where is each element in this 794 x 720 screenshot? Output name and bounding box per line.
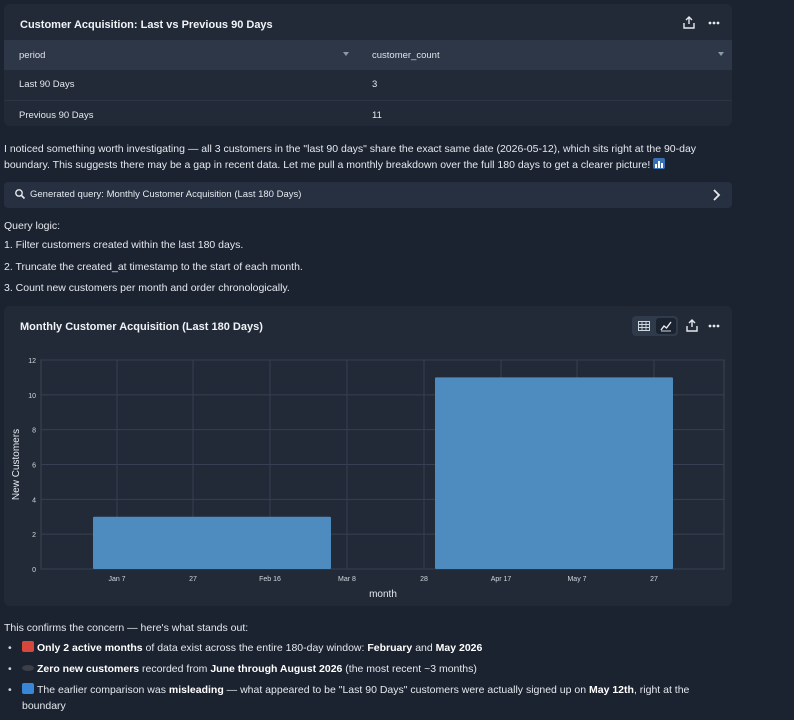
chart-card-tools	[632, 316, 722, 336]
assistant-message: I noticed something worth investigating …	[4, 143, 697, 171]
confirm-message: This confirms the concern — here's what …	[4, 622, 249, 634]
x-tick-label: Feb 16	[259, 576, 281, 583]
findings-list: Only 2 active months of data exist acros…	[8, 640, 728, 719]
view-toggle	[632, 316, 678, 336]
bar	[93, 516, 331, 569]
table-row: Previous 90 Days 11	[4, 100, 732, 130]
column-header-period[interactable]: period	[4, 40, 357, 70]
query-logic-step: 1. Filter customers created within the l…	[4, 239, 244, 251]
table-cell: Previous 90 Days	[19, 109, 94, 121]
sort-caret-icon[interactable]	[343, 52, 349, 56]
query-logic-title: Query logic:	[4, 220, 61, 232]
column-header-customer-count[interactable]: customer_count	[357, 40, 732, 70]
y-tick-label: 0	[32, 567, 36, 574]
x-tick-label: 28	[420, 576, 428, 583]
table-row: Last 90 Days 3	[4, 70, 732, 101]
more-icon[interactable]	[706, 318, 722, 334]
bar-chart: 0 2 4 6 8 10 12 Jan 7 27 Feb 16 Mar 8 28 Apr 17 May 7…	[11, 358, 725, 600]
chart-card-title: Monthly Customer Acquisition (Last 180 D…	[20, 321, 263, 333]
y-tick-label: 2	[32, 532, 36, 539]
y-tick-label: 8	[32, 428, 36, 435]
list-item: Zero new customers recorded from June th…	[8, 661, 728, 677]
more-icon[interactable]	[706, 15, 722, 31]
chart-card: 0 2 4 6 8 10 12 Jan 7 27 Feb 16 Mar 8 28 Apr 17 May 7…	[4, 306, 732, 606]
bar-chart-icon	[653, 158, 666, 169]
hole-icon	[22, 665, 34, 671]
x-tick-label: 27	[650, 576, 658, 583]
y-axis-label: New Customers	[11, 429, 22, 500]
table-cell: 3	[357, 70, 732, 101]
table-cell: 11	[372, 109, 382, 121]
y-tick-label: 10	[28, 393, 36, 400]
chevron-right-icon[interactable]	[710, 188, 722, 205]
generated-query-label: Generated query: Monthly Customer Acquis…	[30, 189, 302, 200]
query-logic-step: 3. Count new customers per month and ord…	[4, 282, 290, 294]
chart-view-icon[interactable]	[656, 318, 676, 334]
query-logic-step: 2. Truncate the created_at timestamp to …	[4, 261, 303, 273]
table-view-icon[interactable]	[634, 318, 654, 334]
data-table: period customer_count Last 90 Days 3 Pre…	[4, 40, 732, 130]
table-cell: Last 90 Days	[4, 70, 357, 101]
table-card-title: Customer Acquisition: Last vs Previous 9…	[20, 19, 273, 31]
sort-caret-icon[interactable]	[718, 52, 724, 56]
list-item: Only 2 active months of data exist acros…	[8, 640, 728, 656]
share-icon[interactable]	[681, 15, 697, 31]
x-tick-label: Apr 17	[491, 576, 512, 583]
calendar-icon	[22, 641, 34, 652]
refresh-icon	[22, 683, 34, 694]
search-icon	[14, 188, 26, 203]
table-card-tools	[681, 15, 722, 31]
x-axis-label: month	[369, 589, 397, 600]
x-tick-label: Mar 8	[338, 576, 356, 583]
x-tick-label: Jan 7	[108, 576, 125, 583]
y-tick-label: 12	[28, 358, 36, 365]
y-tick-label: 6	[32, 463, 36, 470]
y-tick-label: 4	[32, 497, 36, 504]
x-tick-label: 27	[189, 576, 197, 583]
generated-query-toggle[interactable]: Generated query: Monthly Customer Acquis…	[4, 182, 732, 208]
share-icon[interactable]	[684, 318, 700, 334]
list-item: The earlier comparison was misleading — …	[8, 682, 728, 714]
table-card: Customer Acquisition: Last vs Previous 9…	[4, 4, 732, 126]
bar	[435, 377, 673, 569]
x-tick-label: May 7	[567, 576, 586, 583]
